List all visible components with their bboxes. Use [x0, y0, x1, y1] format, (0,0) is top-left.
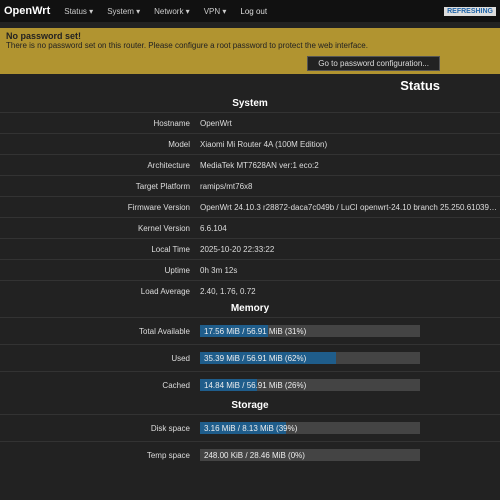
logout[interactable]: Log out: [240, 6, 268, 16]
page-title: Status: [400, 78, 440, 93]
value: 0h 3m 12s: [200, 265, 238, 275]
value-cell: 14.84 MiB / 56.91 MiB (26%): [200, 379, 500, 391]
row: Local Time 2025-10-20 22:33:22: [0, 238, 500, 259]
row: Used 35.39 MiB / 56.91 MiB (62%): [0, 344, 500, 371]
progress-fill: [200, 352, 337, 364]
row: Disk space 3.16 MiB / 8.13 MiB (39%): [0, 414, 500, 441]
menu-item[interactable]: Network: [154, 7, 190, 16]
label: Model: [168, 139, 190, 149]
progress-bar: 35.39 MiB / 56.91 MiB (62%): [200, 352, 420, 364]
label: Used: [171, 353, 190, 363]
value-cell: ramips/mt76x8: [200, 182, 500, 191]
header: OpenWrt Status System Network VPN Log ou…: [0, 0, 500, 22]
value-cell: 35.39 MiB / 56.91 MiB (62%): [200, 352, 500, 364]
value: 17.56 MiB / 56.91 MiB (31%): [204, 326, 307, 336]
label: Disk space: [150, 423, 190, 433]
value: 3.16 MiB / 8.13 MiB (39%): [204, 423, 298, 433]
value-cell: 2.40, 1.76, 0.72: [200, 287, 500, 296]
value-cell: OpenWrt 24.10.3 r28872-daca7c049b / LuCI…: [200, 203, 500, 212]
row: Uptime 0h 3m 12s: [0, 259, 500, 280]
label: Uptime: [164, 265, 190, 275]
progress-bar: 3.16 MiB / 8.13 MiB (39%): [200, 422, 420, 434]
value: 14.84 MiB / 56.91 MiB (26%): [204, 380, 307, 390]
menu-item[interactable]: Status: [64, 7, 93, 16]
value-cell: 17.56 MiB / 56.91 MiB (31%): [200, 325, 500, 337]
row: Model Xiaomi Mi Router 4A (100M Edition): [0, 133, 500, 154]
value-cell: 6.6.104: [200, 224, 500, 233]
label: Temp space: [146, 450, 190, 460]
value-cell: 0h 3m 12s: [200, 266, 500, 275]
value: 2025-10-20 22:33:22: [200, 244, 275, 254]
label: Target Platform: [135, 181, 190, 191]
value: ramips/mt76x8: [200, 181, 253, 191]
row: Hostname OpenWrt: [0, 112, 500, 133]
warning-text: There is no password set on this router.…: [6, 41, 368, 50]
label: Architecture: [147, 160, 190, 170]
progress-bar: 17.56 MiB / 56.91 MiB (31%): [200, 325, 420, 337]
value: 248.00 KiB / 28.46 MiB (0%): [204, 450, 305, 460]
section-title: Storage: [231, 400, 269, 411]
value: MediaTek MT7628AN ver:1 eco:2: [200, 160, 319, 170]
content: System Hostname OpenWrt Model Xiaomi Mi Rout…: [0, 96, 500, 468]
label: Local Time: [151, 244, 190, 254]
progress-bar: 248.00 KiB / 28.46 MiB (0%): [200, 449, 420, 461]
value-cell: MediaTek MT7628AN ver:1 eco:2: [200, 161, 500, 170]
value: 2.40, 1.76, 0.72: [200, 286, 256, 296]
row: Cached 14.84 MiB / 56.91 MiB (26%): [0, 371, 500, 398]
warning: No password set! There is no password se…: [0, 28, 500, 74]
value-cell: Xiaomi Mi Router 4A (100M Edition): [200, 140, 500, 149]
menu-item[interactable]: System: [107, 7, 140, 16]
section-title: Memory: [230, 303, 270, 314]
value-cell: 2025-10-20 22:33:22: [200, 245, 500, 254]
value: OpenWrt: [200, 118, 232, 128]
menu-item[interactable]: VPN: [204, 7, 227, 16]
label: Total Available: [139, 326, 190, 336]
value-cell: OpenWrt: [200, 119, 500, 128]
progress-fill: [200, 422, 286, 434]
progress-bar: 14.84 MiB / 56.91 MiB (26%): [200, 379, 420, 391]
value-cell: 248.00 KiB / 28.46 MiB (0%): [200, 449, 500, 461]
row: Total Available 17.56 MiB / 56.91 MiB (31…: [0, 317, 500, 344]
row: Load Average 2.40, 1.76, 0.72: [0, 280, 500, 301]
row: Firmware Version OpenWrt 24.10.3 r28872-d…: [0, 196, 500, 217]
row: Target Platform ramips/mt76x8: [0, 175, 500, 196]
value: Xiaomi Mi Router 4A (100M Edition): [200, 139, 328, 149]
label: Hostname: [153, 118, 190, 128]
brand[interactable]: OpenWrt: [4, 5, 51, 17]
progress-fill: [200, 325, 269, 337]
row: Kernel Version 6.6.104: [0, 217, 500, 238]
label: Load Average: [140, 286, 190, 296]
value: OpenWrt 24.10.3 r28872-daca7c049b / LuCI…: [200, 202, 500, 212]
button[interactable]: Go to password configuration...: [307, 56, 440, 71]
value: 6.6.104: [200, 223, 227, 233]
value: 35.39 MiB / 56.91 MiB (62%): [204, 353, 307, 363]
label: Firmware Version: [127, 202, 190, 212]
warning-title: No password set!: [6, 31, 82, 41]
refresh-badge[interactable]: REFRESHING: [444, 6, 496, 16]
label: Kernel Version: [137, 223, 190, 233]
section-title: System: [232, 98, 268, 109]
row: Architecture MediaTek MT7628AN ver:1 eco:…: [0, 154, 500, 175]
label: Cached: [162, 380, 190, 390]
value-cell: 3.16 MiB / 8.13 MiB (39%): [200, 422, 500, 434]
progress-fill: [200, 379, 258, 391]
row: Temp space 248.00 KiB / 28.46 MiB (0%): [0, 441, 500, 468]
